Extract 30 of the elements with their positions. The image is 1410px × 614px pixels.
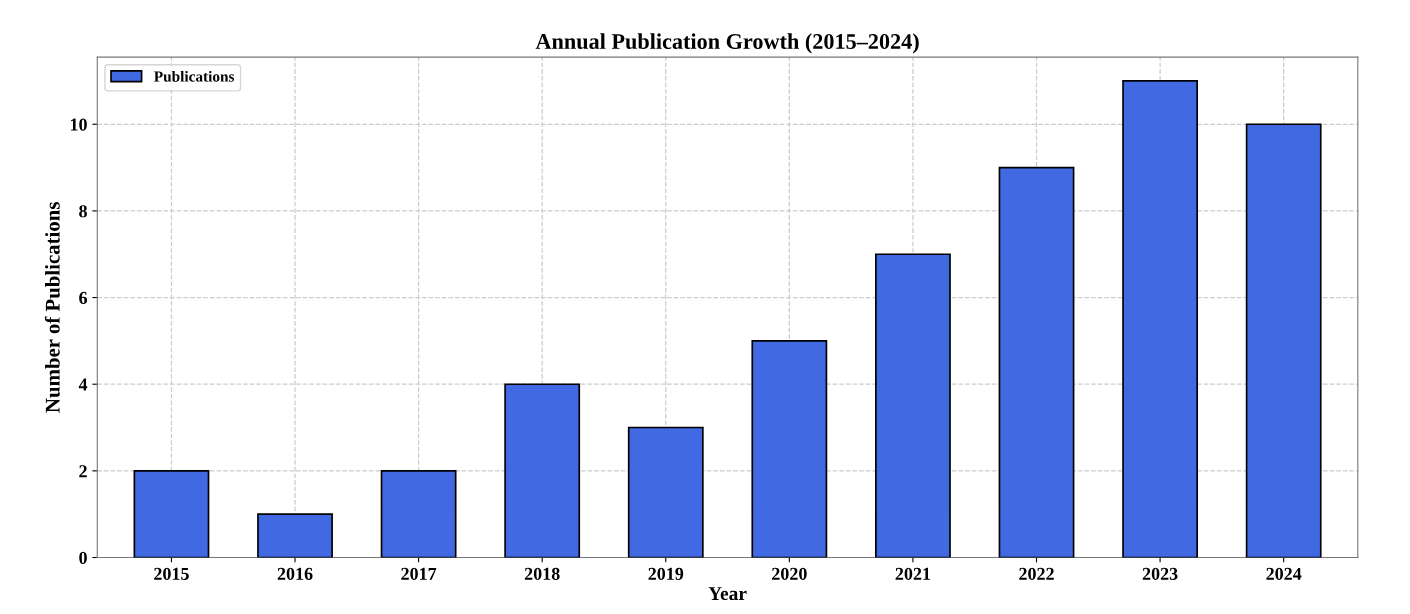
x-tick-label: 2020 bbox=[772, 567, 807, 580]
y-tick-label: 10 bbox=[70, 118, 87, 131]
bar bbox=[1245, 123, 1322, 558]
x-axis-title: Year bbox=[708, 587, 747, 601]
y-tick-label: 2 bbox=[79, 465, 87, 478]
x-tick-label: 2019 bbox=[648, 567, 684, 580]
chart-title: Annual Publication Growth (2015–2024) bbox=[535, 33, 919, 54]
x-tick-label: 2015 bbox=[154, 567, 189, 580]
x-tick-label: 2022 bbox=[1019, 567, 1054, 580]
bar bbox=[1122, 80, 1199, 558]
bar bbox=[751, 340, 828, 558]
x-tick-label: 2018 bbox=[524, 567, 560, 580]
y-axis-title: Number of Publications bbox=[44, 202, 60, 413]
bar bbox=[998, 166, 1075, 558]
bar bbox=[133, 470, 210, 558]
x-tick-label: 2016 bbox=[277, 567, 313, 580]
bar bbox=[504, 383, 581, 558]
x-tick-label: 2023 bbox=[1142, 567, 1178, 580]
bar bbox=[380, 470, 457, 558]
legend-label: Publications bbox=[154, 70, 235, 82]
bar bbox=[257, 513, 333, 558]
bar bbox=[875, 253, 951, 558]
x-tick-label: 2021 bbox=[895, 567, 931, 580]
y-tick-label: 6 bbox=[79, 291, 88, 304]
y-tick-label: 0 bbox=[79, 551, 87, 564]
x-tick-label: 2017 bbox=[401, 567, 437, 580]
y-tick-label: 4 bbox=[78, 378, 88, 391]
bar bbox=[627, 426, 704, 558]
y-tick-label: 8 bbox=[79, 205, 87, 218]
x-tick-label: 2024 bbox=[1266, 567, 1302, 580]
